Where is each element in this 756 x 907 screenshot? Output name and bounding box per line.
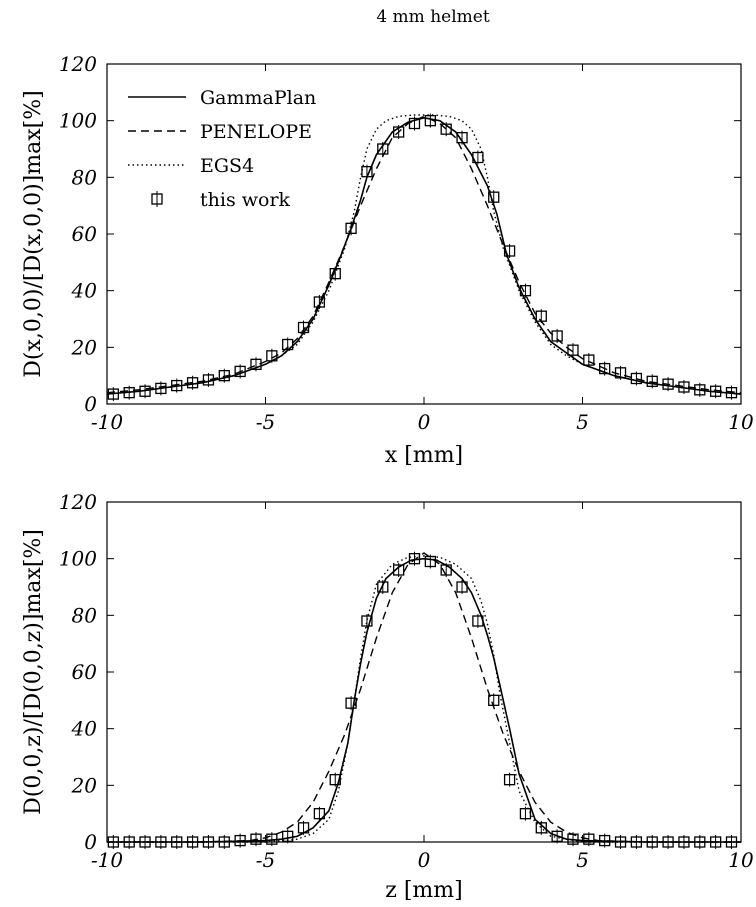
plot1-xtick-label: 0: [418, 410, 431, 434]
plot1-ytick-label: 0: [84, 392, 97, 416]
plot1-ytick-label: 120: [59, 52, 97, 76]
plot2-ytick-label: 0: [84, 830, 97, 854]
plot1-ytick-label: 100: [59, 109, 97, 133]
legend-gammaplan-label: GammaPlan: [200, 87, 316, 109]
plot-bottom-ylabel: D(0,0,z)/[D(0,0,z)]max[%]: [21, 529, 46, 815]
plot2-xtick-label: -5: [256, 848, 275, 872]
plot-bottom-lines: [107, 552, 741, 843]
plot1-xtick-label: 10: [728, 410, 754, 434]
plot-bottom-markers: [107, 551, 738, 849]
plot1-ytick-label: 40: [71, 279, 98, 303]
plot2-egs4-line: [107, 555, 741, 843]
plot-bottom-xlabel: z [mm]: [385, 878, 462, 903]
plot2-ytick-label: 60: [72, 660, 98, 684]
legend-penelope-label: PENELOPE: [200, 121, 312, 143]
plot-top-markers: [107, 113, 738, 402]
plot2-xtick-label: 10: [728, 848, 754, 872]
plot2-gammaplan-line: [107, 557, 741, 843]
plot1-ytick-label: 80: [72, 165, 98, 189]
plot2-xtick-label: -10: [91, 848, 123, 872]
plot2-xtick-label: 5: [576, 848, 589, 872]
plot2-ytick-label: 120: [59, 490, 97, 514]
plot2-xtick-label: 0: [418, 848, 431, 872]
plot2-ytick-label: 40: [71, 717, 98, 741]
plot1-penelope-line: [106, 115, 742, 394]
plot2-ytick-label: 100: [59, 547, 97, 571]
plot1-gammaplan-line: [106, 116, 742, 395]
plot1-ytick-label: 60: [72, 222, 98, 246]
legend: GammaPlan PENELOPE EGS4 this work: [128, 87, 316, 211]
legend-this-work-label: this work: [200, 189, 291, 211]
plot1-xtick-label: 5: [576, 410, 589, 434]
legend-egs4-label: EGS4: [200, 155, 254, 177]
figure-title: 4 mm helmet: [376, 7, 489, 27]
plot-top-ylabel: D(x,0,0)/[D(x,0,0)]max[%]: [21, 90, 46, 377]
plot1-xtick-label: -10: [91, 410, 123, 434]
plot2-ytick-label: 80: [72, 603, 98, 627]
plot-top-xlabel: x [mm]: [385, 443, 463, 468]
plot1-ytick-label: 20: [71, 335, 98, 359]
plot-top-lines: [106, 114, 742, 395]
plot1-xtick-label: -5: [256, 410, 275, 434]
plot2-ytick-label: 20: [71, 773, 98, 797]
plot1-egs4-line: [106, 114, 742, 395]
plot2-penelope-line: [107, 552, 741, 843]
